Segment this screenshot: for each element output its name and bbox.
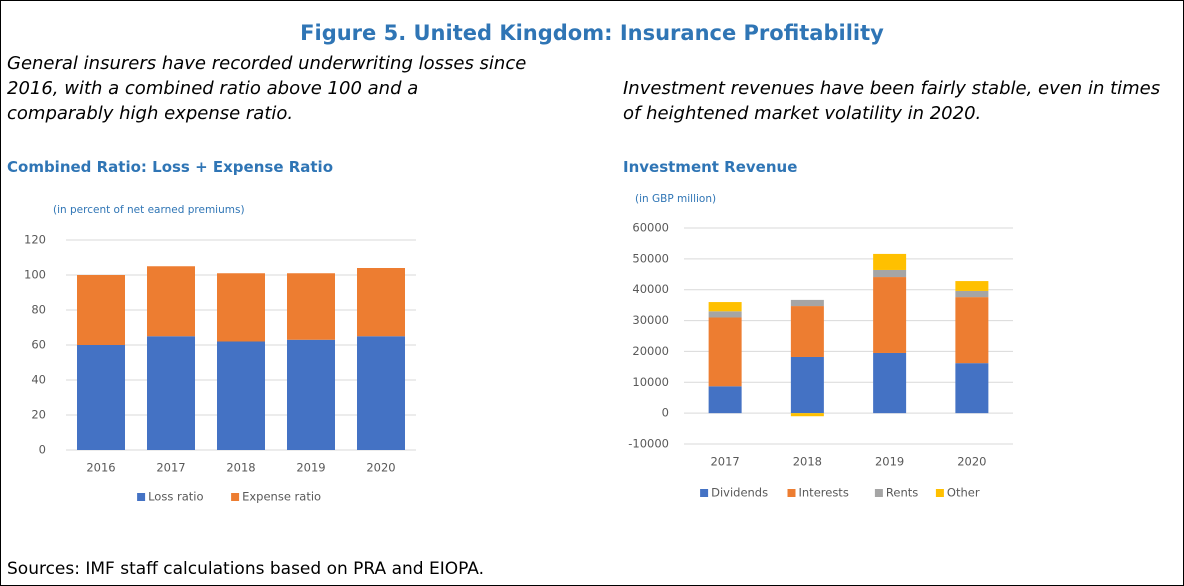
y-tick-label: 60000 — [632, 221, 669, 235]
x-tick-label: 2019 — [296, 461, 325, 475]
legend-swatch — [700, 489, 709, 497]
note-line: General insurers have recorded underwrit… — [7, 53, 527, 74]
x-tick-label: 2018 — [793, 455, 822, 469]
legend-swatch — [787, 489, 796, 497]
chart-title: Combined Ratio: Loss + Expense Ratio — [7, 158, 334, 176]
y-tick-label: 0 — [662, 406, 669, 420]
bar — [357, 336, 405, 450]
legend-label: Expense ratio — [242, 490, 321, 504]
legend-swatch — [137, 493, 146, 501]
y-tick-label: 40000 — [632, 282, 669, 296]
y-tick-label: 80 — [31, 303, 46, 317]
bar — [873, 269, 907, 278]
legend-swatch — [874, 489, 883, 497]
note-line: comparably high expense ratio. — [7, 103, 294, 124]
bar — [77, 275, 125, 345]
legend-label: Interests — [799, 486, 849, 500]
y-tick-label: 50000 — [632, 251, 669, 265]
legend-swatch — [231, 493, 240, 501]
note-line: Investment revenues have been fairly sta… — [623, 78, 1161, 99]
axis-unit: (in percent of net earned premiums) — [53, 204, 245, 216]
x-tick-label: 2018 — [226, 461, 255, 475]
x-tick-label: 2017 — [710, 455, 739, 469]
bar — [955, 363, 989, 414]
bar — [708, 302, 742, 312]
y-tick-label: 10000 — [632, 375, 669, 389]
source-note: Sources: IMF staff calculations based on… — [7, 559, 484, 579]
bar — [708, 317, 742, 387]
bar — [955, 281, 989, 291]
figure-title: Figure 5. United Kingdom: Insurance Prof… — [300, 21, 884, 45]
bar — [357, 268, 405, 337]
legend-label: Other — [947, 486, 980, 500]
bar — [873, 352, 907, 414]
bar — [955, 290, 989, 298]
y-tick-label: 20 — [31, 408, 46, 422]
chart-title: Investment Revenue — [623, 158, 798, 176]
x-tick-label: 2020 — [957, 455, 986, 469]
x-tick-label: 2017 — [156, 461, 185, 475]
y-tick-label: 120 — [24, 233, 46, 247]
bar — [873, 253, 907, 270]
y-tick-label: 0 — [39, 443, 46, 457]
bar — [77, 345, 125, 450]
legend-label: Loss ratio — [148, 490, 203, 504]
y-tick-label: -10000 — [628, 437, 669, 451]
bar — [217, 273, 265, 342]
x-tick-label: 2016 — [86, 461, 115, 475]
y-tick-label: 40 — [31, 373, 46, 387]
legend-swatch — [935, 489, 944, 497]
legend-label: Dividends — [711, 486, 768, 500]
bar — [790, 306, 824, 357]
note-line: 2016, with a combined ratio above 100 an… — [7, 78, 419, 99]
bar — [217, 341, 265, 450]
bar — [790, 413, 824, 417]
legend-label: Rents — [886, 486, 918, 500]
note-line: of heightened market volatility in 2020. — [623, 103, 982, 124]
bar — [287, 339, 335, 450]
y-tick-label: 20000 — [632, 344, 669, 358]
bar — [790, 299, 824, 307]
bar — [708, 311, 742, 318]
left-note: General insurers have recorded underwrit… — [7, 51, 526, 126]
y-tick-label: 30000 — [632, 313, 669, 327]
y-tick-label: 100 — [24, 268, 46, 282]
x-tick-label: 2019 — [875, 455, 904, 469]
bar — [287, 273, 335, 340]
bar — [147, 266, 195, 337]
bar — [873, 277, 907, 353]
bar — [708, 386, 742, 414]
x-tick-label: 2020 — [366, 461, 395, 475]
bar — [955, 297, 989, 364]
right-note: Investment revenues have been fairly sta… — [623, 76, 1160, 126]
bar — [790, 356, 824, 414]
bar — [147, 336, 195, 450]
y-tick-label: 60 — [31, 338, 46, 352]
axis-unit: (in GBP million) — [635, 193, 716, 205]
